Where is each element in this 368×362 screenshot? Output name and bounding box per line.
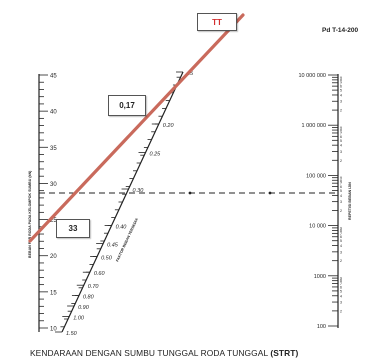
right-minor-label: 3 [340, 250, 342, 254]
right-minor-label: 3 [340, 150, 342, 154]
right-tick-label: 1 000 000 [302, 123, 326, 129]
right-minor-label: 6 [340, 135, 342, 139]
right-minor-label: 8 [340, 179, 342, 183]
middle-axis-ticks: 15 0.20 0.25 0.30 0.40 0.45 0.50 0.60 0.70 0.80 0.… [55, 71, 194, 337]
middle-tick-label: 0.80 [83, 295, 95, 301]
right-minor-label: 9 [340, 277, 342, 281]
right-minor-label: 3 [340, 100, 342, 104]
middle-tick-label: 0.30 [133, 188, 145, 194]
right-minor-label: 8 [340, 229, 342, 233]
right-minor-label: 4 [340, 144, 342, 148]
right-minor-label: 2 [340, 259, 342, 263]
caption-tag: (STRT) [270, 348, 299, 358]
caption-text: KENDARAAN DENGAN SUMBU TUNGGAL RODA TUNG… [30, 348, 268, 358]
right-minor-label: 7 [340, 81, 342, 85]
left-tick-label: 10 [50, 327, 57, 333]
right-minor-label: 8 [340, 129, 342, 133]
right-minor-label: 5 [340, 189, 342, 193]
label-factor-017: 0,17 [108, 95, 146, 116]
right-minor-label: 5 [340, 139, 342, 143]
right-minor-label: 4 [340, 294, 342, 298]
middle-tick-label: 0.90 [78, 305, 90, 311]
middle-tick-label: 0.20 [163, 123, 175, 129]
label-tt: TT [197, 13, 237, 31]
middle-tick-label: 0.40 [116, 224, 128, 230]
left-axis-label: BEBAN PER RODA PADA KELOMPOK SUMBU (kN) [28, 170, 32, 258]
label-load-33: 33 [56, 219, 90, 238]
right-minor-label: 5 [340, 239, 342, 243]
left-tick-label: 20 [50, 254, 57, 260]
right-minor-label: 2 [340, 159, 342, 163]
right-minor-label: 5 [340, 89, 342, 93]
right-minor-label: 4 [340, 93, 342, 97]
left-tick-label: 25 [50, 218, 57, 224]
right-minor-label: 7 [340, 182, 342, 186]
right-minor-label: 3 [340, 200, 342, 204]
right-tick-label: 10 000 000 [298, 73, 326, 79]
dash-dot-1 [188, 191, 192, 195]
left-axis-ticks: 10 15 20 25 30 35 40 45 [39, 74, 57, 333]
right-minor-label: 9 [340, 76, 342, 80]
middle-tick-label: 0.45 [107, 243, 119, 249]
right-minor-label: 9 [340, 226, 342, 230]
left-tick-label: 35 [50, 146, 57, 152]
right-minor-label: 9 [340, 126, 342, 130]
right-axis-ticks: 2345678923456789234567892345678923456789… [298, 73, 342, 330]
middle-tick-label: 0.70 [88, 284, 100, 290]
right-minor-label: 5 [340, 289, 342, 293]
right-axis-label: REPETISI BEBAN IJIN [348, 182, 352, 220]
middle-tick-label: 1.00 [73, 315, 85, 321]
right-minor-label: 6 [340, 85, 342, 89]
middle-tick-label: 1.50 [66, 331, 78, 337]
left-tick-label: 30 [50, 182, 57, 188]
right-minor-label: 9 [340, 176, 342, 180]
middle-tick-label: 0.25 [149, 152, 161, 158]
right-tick-label: 100 [317, 324, 326, 330]
right-tick-label: 10 000 [309, 224, 326, 230]
middle-tick-label: 0.50 [101, 256, 113, 262]
right-minor-label: 8 [340, 78, 342, 82]
right-minor-label: 7 [340, 131, 342, 135]
right-tick-label: 100 000 [306, 173, 326, 179]
left-tick-label: 45 [50, 74, 57, 80]
right-minor-label: 6 [340, 285, 342, 289]
right-minor-label: 2 [340, 109, 342, 113]
right-minor-label: 6 [340, 235, 342, 239]
right-minor-label: 7 [340, 282, 342, 286]
middle-tick-label: 0.60 [94, 271, 106, 277]
right-minor-label: 4 [340, 244, 342, 248]
right-minor-label: 4 [340, 194, 342, 198]
red-construction-line [28, 13, 245, 243]
middle-tick-label: 15 [187, 71, 194, 77]
right-minor-label: 8 [340, 279, 342, 283]
right-minor-label: 2 [340, 209, 342, 213]
right-minor-label: 2 [340, 309, 342, 313]
right-minor-label: 7 [340, 232, 342, 236]
dash-dot-2 [268, 191, 272, 195]
right-minor-label: 6 [340, 185, 342, 189]
right-tick-label: 1000 [314, 274, 326, 280]
document-code: Pd T-14-200 [322, 27, 359, 34]
right-minor-label: 3 [340, 301, 342, 305]
left-tick-label: 15 [50, 290, 57, 296]
caption: KENDARAAN DENGAN SUMBU TUNGGAL RODA TUNG… [30, 348, 298, 358]
left-tick-label: 40 [50, 110, 57, 116]
